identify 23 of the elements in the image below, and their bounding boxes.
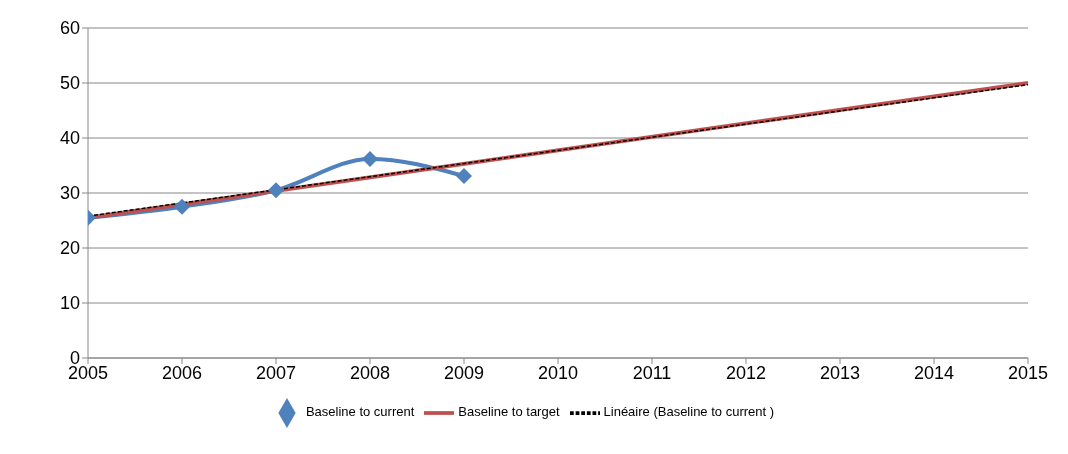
y-tick-label: 60 [59, 18, 80, 39]
x-tick-label: 2006 [161, 362, 203, 383]
legend-label: Baseline to target [458, 404, 560, 420]
x-tick-label: 2010 [537, 362, 579, 383]
x-tick-label: 2013 [819, 362, 861, 383]
x-tick-label: 2015 [1007, 362, 1049, 383]
x-tick-label: 2011 [632, 362, 672, 383]
y-tick-label: 50 [59, 73, 80, 94]
point [456, 167, 472, 184]
x-tick-label: 2007 [255, 362, 297, 383]
y-tick-label: 40 [59, 128, 80, 149]
x-tick-label: 2009 [443, 362, 485, 383]
legend-label: Baseline to current [305, 404, 415, 420]
y-tick-label: 10 [59, 293, 80, 314]
x-tick-label: 2012 [725, 362, 767, 383]
point [362, 150, 378, 167]
point [174, 198, 190, 215]
y-tick-label: 20 [59, 238, 80, 259]
y-tick-label: 30 [59, 183, 80, 204]
x-tick-label: 2014 [913, 362, 955, 383]
x-tick-label: 2008 [349, 362, 391, 383]
legend-label: Linéaire (Baseline to current ) [603, 404, 775, 420]
point [268, 182, 284, 199]
